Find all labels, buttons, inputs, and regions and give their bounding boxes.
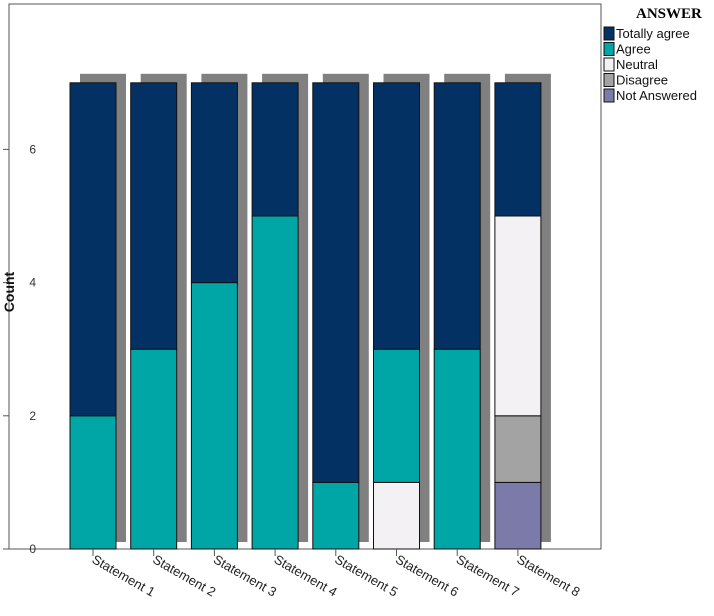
legend-swatch-totally-agree [603,26,615,41]
bar-segment-statement-4-totally-agree [251,82,299,217]
bar-segment-statement-2-totally-agree [130,82,178,350]
bar-segment-statement-8-totally-agree [494,82,542,217]
y-tick-label-2: 2 [29,409,36,423]
bar-segment-statement-3-totally-agree [190,82,238,284]
bar-segment-statement-4-agree [251,215,299,550]
bar-segment-statement-8-disagree [494,415,542,483]
bar-segment-statement-6-agree [373,348,420,483]
legend-label-disagree: Disagree [616,73,668,88]
bar-segment-statement-5-agree [312,481,360,550]
y-tick-label-4: 4 [29,276,36,290]
x-tick-label-statement-3: Statement 3 [211,552,279,600]
legend-swatch-not-answered [603,88,615,103]
legend-label-agree: Agree [616,42,651,57]
bar-segment-statement-8-not-answered [494,481,542,550]
legend-label-not-answered: Not Answered [616,88,697,103]
bar-segment-statement-7-agree [433,348,481,550]
bar-segment-statement-6-totally-agree [373,82,420,350]
bar-segment-statement-2-agree [130,348,178,550]
bar-segment-statement-6-neutral [373,481,420,550]
legend-swatch-neutral [603,57,615,72]
bar-segment-statement-1-totally-agree [69,82,117,417]
legend-swatch-agree [603,42,615,56]
legend-title: ANSWER [636,6,702,22]
legend-label-neutral: Neutral [616,57,658,72]
x-tick-label-statement-7: Statement 7 [454,552,522,600]
bar-segment-statement-7-totally-agree [433,82,481,350]
bar-segment-statement-3-agree [190,282,238,550]
x-tick-label-statement-8: Statement 8 [514,552,582,600]
x-tick-label-statement-6: Statement 6 [393,552,461,600]
y-tick-label-6: 6 [29,142,36,156]
bar-segment-statement-8-neutral [494,215,542,417]
x-tick-label-statement-1: Statement 1 [90,552,158,600]
x-tick-label-statement-4: Statement 4 [272,552,340,600]
y-axis: 0 2 4 6 [3,142,36,556]
bar-segment-statement-5-totally-agree [312,82,360,483]
bars-group [69,73,551,550]
legend-swatch-disagree [603,73,615,87]
y-tick-label-0: 0 [29,542,36,556]
legend-label-totally-agree: Totally agree [616,26,690,41]
y-axis-label: Count [1,271,17,312]
x-tick-label-statement-2: Statement 2 [150,552,218,600]
bar-segment-statement-1-agree [69,415,117,550]
x-tick-label-statement-5: Statement 5 [332,552,400,600]
